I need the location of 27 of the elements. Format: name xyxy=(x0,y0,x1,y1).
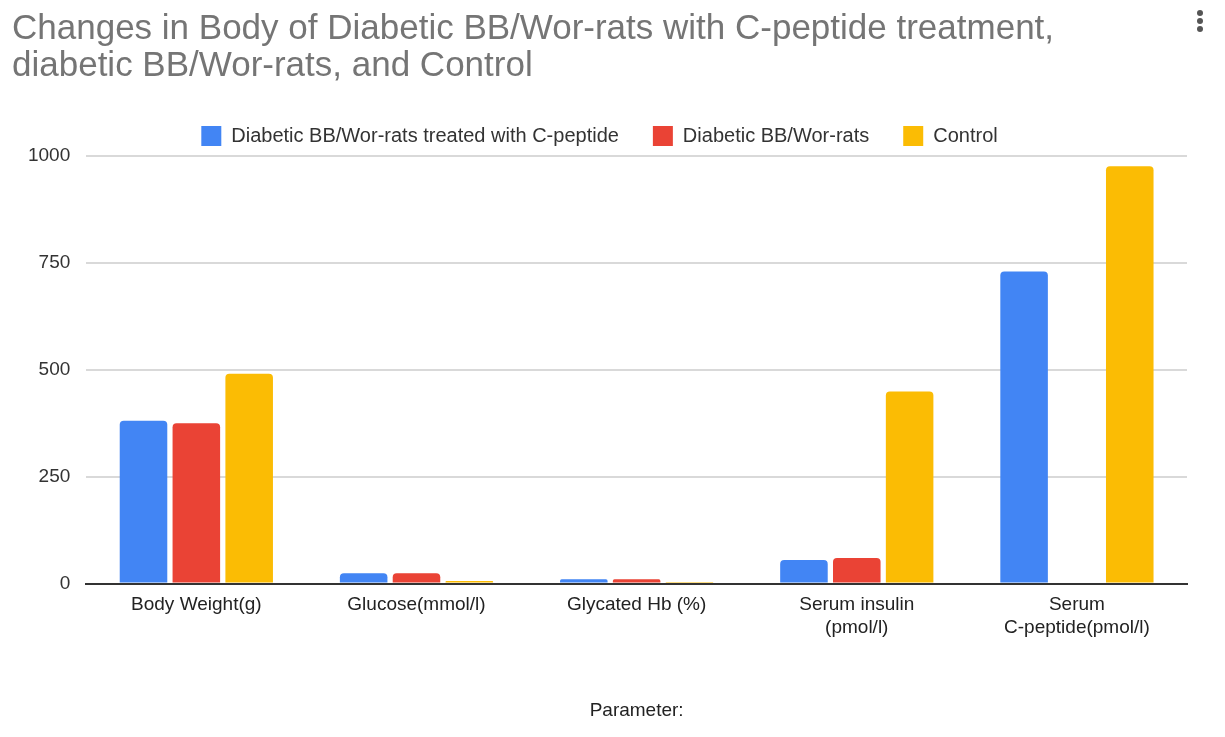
chart-title: Changes in Body of Diabetic BB/Wor-rats with C-peptide treatment, diabetic BB/Wor-rats, and Control xyxy=(11,7,1056,83)
y-tick-label: 0 xyxy=(59,571,71,593)
bar xyxy=(780,560,828,583)
legend-label: Diabetic BB/Wor-rats treated with C-peptide xyxy=(231,123,619,146)
x-axis-title: Parameter: xyxy=(589,698,684,720)
bar xyxy=(612,579,661,583)
bar xyxy=(833,557,881,583)
y-tick-label: 500 xyxy=(38,358,71,380)
y-tick-label: 250 xyxy=(38,464,71,486)
x-tick-label: Serum insulin (pmol/l) xyxy=(799,593,915,638)
bar xyxy=(172,423,221,583)
y-tick-label: 1000 xyxy=(27,144,71,166)
bar xyxy=(119,420,168,583)
bar xyxy=(225,373,273,583)
y-tick-label: 750 xyxy=(38,251,71,273)
legend-label: Control xyxy=(933,123,998,146)
x-tick-label: Body Weight(g) xyxy=(131,593,262,615)
x-tick-label: Glycated Hb (%) xyxy=(566,593,707,615)
bar xyxy=(560,579,608,583)
bar xyxy=(1105,166,1154,583)
legend-label: Diabetic BB/Wor-rats xyxy=(682,123,870,146)
bar xyxy=(885,391,934,583)
bar xyxy=(339,573,388,583)
bar xyxy=(1000,271,1048,583)
x-tick-label: Serum C-peptide(pmol/l) xyxy=(1004,593,1150,638)
x-tick-label: Glucose(mmol/l) xyxy=(347,593,486,615)
bar xyxy=(392,573,441,583)
